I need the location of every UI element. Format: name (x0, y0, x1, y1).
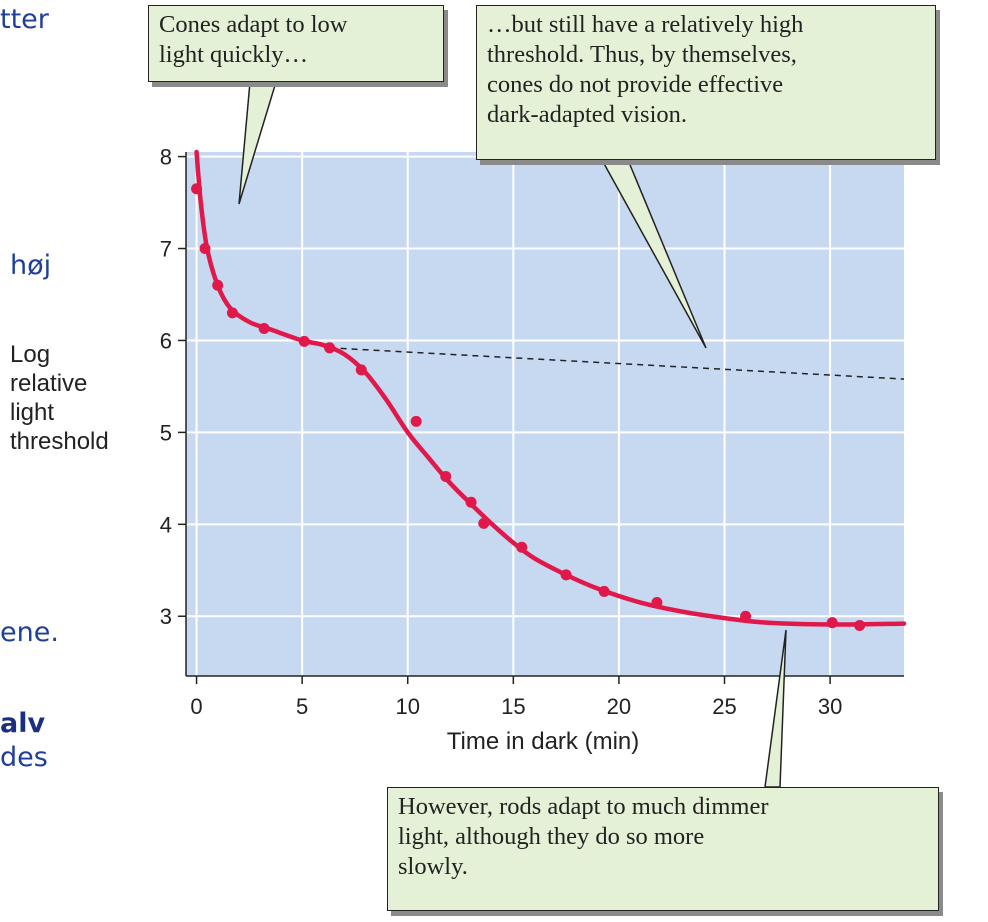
callout-cones-threshold: …but still have a relatively high thresh… (476, 5, 936, 160)
y-tick-label: 5 (160, 420, 172, 445)
x-tick-label: 5 (296, 694, 308, 719)
y-axis-label: Log relative light threshold (10, 340, 109, 456)
callout-line: Cones adapt to low (159, 11, 348, 38)
data-point (298, 335, 310, 347)
x-tick-label: 15 (501, 694, 525, 719)
y-tick-label: 3 (160, 604, 172, 629)
data-point (212, 279, 224, 291)
slide-text-fragment-3: ene. (0, 617, 59, 648)
data-point (199, 243, 211, 255)
y-axis-label-line: threshold (10, 428, 109, 455)
data-point (560, 569, 572, 581)
callout-line: …but still have a relatively high (487, 11, 804, 38)
data-point (826, 617, 838, 629)
data-point (854, 619, 866, 631)
callout-line: threshold. Thus, by themselves, (487, 41, 797, 68)
x-axis-label: Time in dark (min) (446, 728, 640, 755)
callout-line: cones do not provide effective (487, 71, 784, 98)
plot-area (186, 152, 904, 676)
y-axis-label-line: relative (10, 370, 88, 397)
callout-line: light quickly… (159, 41, 309, 68)
data-point (440, 471, 452, 483)
y-tick-labels: 3 4 5 6 7 8 (160, 145, 186, 629)
slide-text-fragment-4: alv (0, 708, 46, 739)
y-tick-label: 7 (160, 237, 172, 262)
x-tick-label: 0 (190, 694, 202, 719)
y-tick-label: 6 (160, 328, 172, 353)
callout-line: dark-adapted vision. (487, 101, 688, 128)
data-point (258, 323, 270, 335)
x-tick-label: 25 (712, 694, 736, 719)
data-point (324, 342, 336, 354)
data-point (651, 596, 663, 608)
slide-text-fragment-5: des (0, 742, 48, 773)
data-point (191, 183, 203, 195)
callout-line: However, rods adapt to much dimmer (398, 793, 769, 820)
y-axis-label-line: Log (10, 341, 51, 368)
slide-text-fragment-2: høj (10, 250, 52, 281)
slide-text-fragment-1: tter (0, 4, 49, 35)
cone-threshold-extrapolation (329, 347, 905, 380)
data-point (740, 610, 752, 622)
y-tick-label: 4 (160, 512, 172, 537)
callout-rods: However, rods adapt to much dimmer light… (387, 787, 939, 911)
y-axis-label-line: light (10, 399, 55, 426)
data-point (478, 517, 490, 529)
x-tick-labels: 0 5 10 15 20 25 30 (190, 676, 842, 719)
callout-pointer-cones-quick (238, 81, 278, 205)
callout-cones-quick: Cones adapt to low light quickly… (148, 5, 444, 82)
x-tick-label: 30 (818, 694, 842, 719)
data-point (355, 364, 367, 376)
data-point (516, 541, 528, 553)
x-tick-label: 10 (395, 694, 419, 719)
data-point (598, 585, 610, 597)
data-point (410, 415, 422, 427)
data-point (226, 307, 238, 319)
data-point (465, 496, 477, 508)
data-points (191, 183, 866, 631)
callout-line: slowly. (398, 853, 468, 880)
callout-line: light, although they do so more (398, 823, 705, 850)
callout-pointer-cones-threshold (600, 159, 707, 349)
x-tick-label: 20 (607, 694, 631, 719)
y-tick-label: 8 (160, 145, 172, 170)
